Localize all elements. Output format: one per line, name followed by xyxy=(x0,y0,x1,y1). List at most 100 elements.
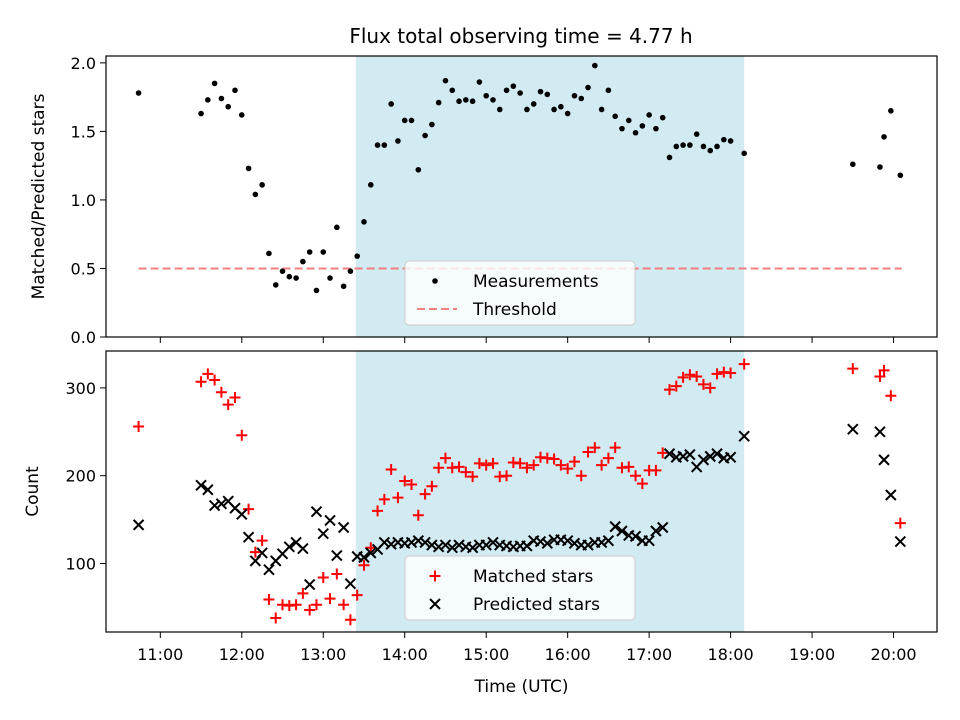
matched-point xyxy=(575,470,587,482)
matched-point xyxy=(222,399,234,411)
predicted-point xyxy=(568,537,581,550)
matched-point xyxy=(501,470,513,482)
x-tick-label: 16:00 xyxy=(545,645,591,664)
predicted-point xyxy=(541,537,554,550)
predicted-point xyxy=(297,542,309,555)
measurement-point xyxy=(245,165,252,172)
measurement-point xyxy=(232,87,238,94)
predicted-point xyxy=(446,541,458,554)
matched-point xyxy=(297,587,309,599)
count-y-axis-label: Count xyxy=(23,466,43,517)
x-tick-label: 17:00 xyxy=(626,645,672,664)
matched-point xyxy=(725,367,737,379)
measurement-point xyxy=(266,250,272,257)
matched-point xyxy=(602,452,614,464)
measurement-point xyxy=(279,268,286,275)
measurement-point xyxy=(272,282,279,288)
legend-box xyxy=(404,260,636,326)
matched-point xyxy=(439,452,451,464)
measurement-point xyxy=(300,258,306,265)
matched-point xyxy=(847,363,859,375)
predicted-point xyxy=(378,536,391,549)
measurement-point xyxy=(135,90,142,96)
measurement-point xyxy=(340,283,347,290)
predicted-point xyxy=(303,578,316,591)
predicted-point xyxy=(521,540,533,552)
matched-point xyxy=(195,376,207,388)
measurement-point xyxy=(449,87,456,94)
matched-point xyxy=(480,459,492,471)
matched-point xyxy=(650,464,662,476)
measurement-point xyxy=(429,121,435,128)
measurement-point xyxy=(496,106,503,113)
predicted-point xyxy=(412,534,425,547)
matched-point xyxy=(133,421,145,433)
chart-title: Flux total observing time = 4.77 h xyxy=(349,24,692,48)
measurement-point xyxy=(286,273,293,280)
measurement-point xyxy=(585,84,591,91)
ratio-panel: 0.0 0.5 1.0 1.5 2.0 Matched/Predicted stars Me… xyxy=(29,54,938,347)
x-tick-label: 15:00 xyxy=(463,645,509,664)
matched-point xyxy=(270,612,282,624)
measurement-point xyxy=(354,253,361,259)
x-tick-label: 19:00 xyxy=(789,645,835,664)
predicted-point xyxy=(405,536,418,549)
predicted-point xyxy=(195,479,207,492)
matched-point xyxy=(894,517,906,529)
measurement-point xyxy=(680,142,686,148)
measurement-point xyxy=(537,88,544,95)
predicted-point xyxy=(738,430,750,442)
measurement-point xyxy=(211,80,218,87)
matched-point xyxy=(385,464,397,476)
predicted-point xyxy=(582,539,594,551)
measurement-point xyxy=(463,97,469,103)
matched-point xyxy=(202,368,214,380)
predicted-point xyxy=(878,454,890,466)
predicted-point xyxy=(697,454,710,466)
measurement-point xyxy=(435,99,442,106)
measurement-point xyxy=(395,138,401,144)
x-tick-label: 20:00 xyxy=(870,645,916,664)
matched-point xyxy=(623,461,635,473)
predicted-point xyxy=(602,534,615,547)
predicted-point xyxy=(439,539,452,551)
matched-point xyxy=(406,478,418,490)
matched-point xyxy=(209,374,221,386)
matched-point xyxy=(263,594,275,606)
predicted-point xyxy=(358,551,370,564)
measurement-point xyxy=(632,129,639,136)
predicted-point xyxy=(432,541,445,553)
predicted-point xyxy=(365,547,377,559)
measurement-point xyxy=(850,161,856,168)
legend-threshold-label: Threshold xyxy=(472,300,557,320)
measurement-point xyxy=(327,275,333,281)
y-tick-label: 100 xyxy=(65,555,96,574)
measurement-point xyxy=(727,138,734,144)
predicted-point xyxy=(847,423,859,435)
matched-point xyxy=(229,392,241,404)
ratio-legend: Measurements Threshold xyxy=(404,260,636,326)
matched-point xyxy=(467,471,479,483)
matched-point xyxy=(351,589,363,601)
measurement-point xyxy=(476,79,483,85)
predicted-point xyxy=(677,450,689,463)
measurement-point xyxy=(517,90,523,96)
measurement-point xyxy=(361,219,367,225)
matched-point xyxy=(528,459,540,471)
matched-point xyxy=(878,364,890,376)
measurement-point xyxy=(558,103,564,110)
matched-point xyxy=(372,505,384,517)
matched-point xyxy=(426,480,438,492)
y-tick-label: 300 xyxy=(65,379,96,398)
matched-point xyxy=(344,614,356,626)
measurement-point xyxy=(238,112,245,118)
matched-point xyxy=(697,378,709,390)
y-tick-label: 200 xyxy=(65,467,96,486)
predicted-point xyxy=(324,514,336,527)
measurement-point xyxy=(707,147,714,154)
count-legend: Matched stars Predicted stars xyxy=(404,555,636,621)
predicted-point xyxy=(616,525,628,537)
matched-point xyxy=(412,509,424,521)
matched-point xyxy=(568,456,580,468)
measurement-point xyxy=(877,164,883,170)
